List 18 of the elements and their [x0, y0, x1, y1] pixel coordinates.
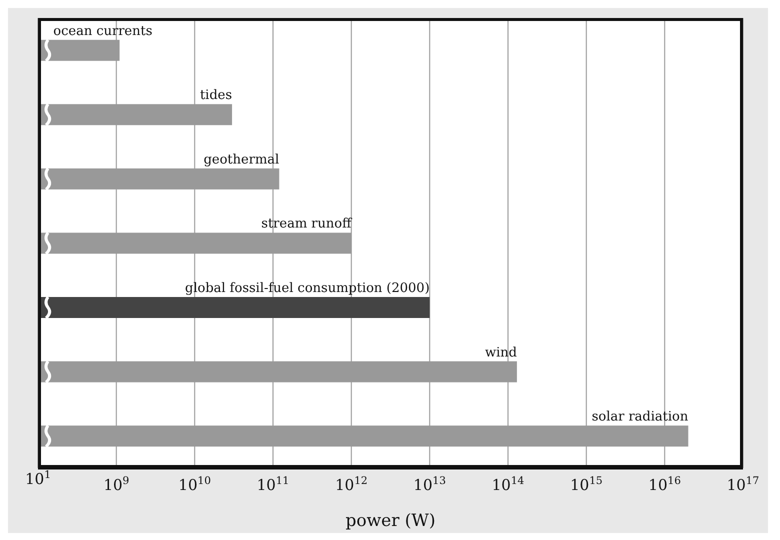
y-tick-label: geothermal — [204, 152, 280, 168]
y-tick-label: wind — [484, 345, 517, 360]
y-tick-label: tides — [200, 88, 232, 104]
x-tick-label: 10$^{15}$ — [570, 475, 603, 494]
y-tick-label: ocean currents — [53, 24, 152, 39]
y-tick-label: stream runoff — [261, 216, 354, 232]
text: 10$^{1}$ — [25, 469, 51, 488]
x-tick-label: 10$^{10}$ — [178, 475, 211, 494]
x-tick-label: 10$^{13}$ — [413, 475, 446, 494]
x-tick-label: 10$^{11}$ — [256, 475, 290, 494]
x-tick-label: 10$^{14}$ — [492, 475, 525, 494]
x-tick-label: 10$^{9}$ — [103, 475, 130, 494]
x-tick-label: 10$^{16}$ — [648, 475, 682, 494]
x-axis-title: power (W) — [346, 511, 436, 531]
y-tick-label: global fossil-fuel consumption (2000) — [185, 281, 430, 296]
x-tick-label: 10$^{12}$ — [335, 475, 368, 494]
x-tick-label: 10$^{17}$ — [726, 475, 760, 494]
y-tick-label: solar radiation — [592, 410, 689, 425]
